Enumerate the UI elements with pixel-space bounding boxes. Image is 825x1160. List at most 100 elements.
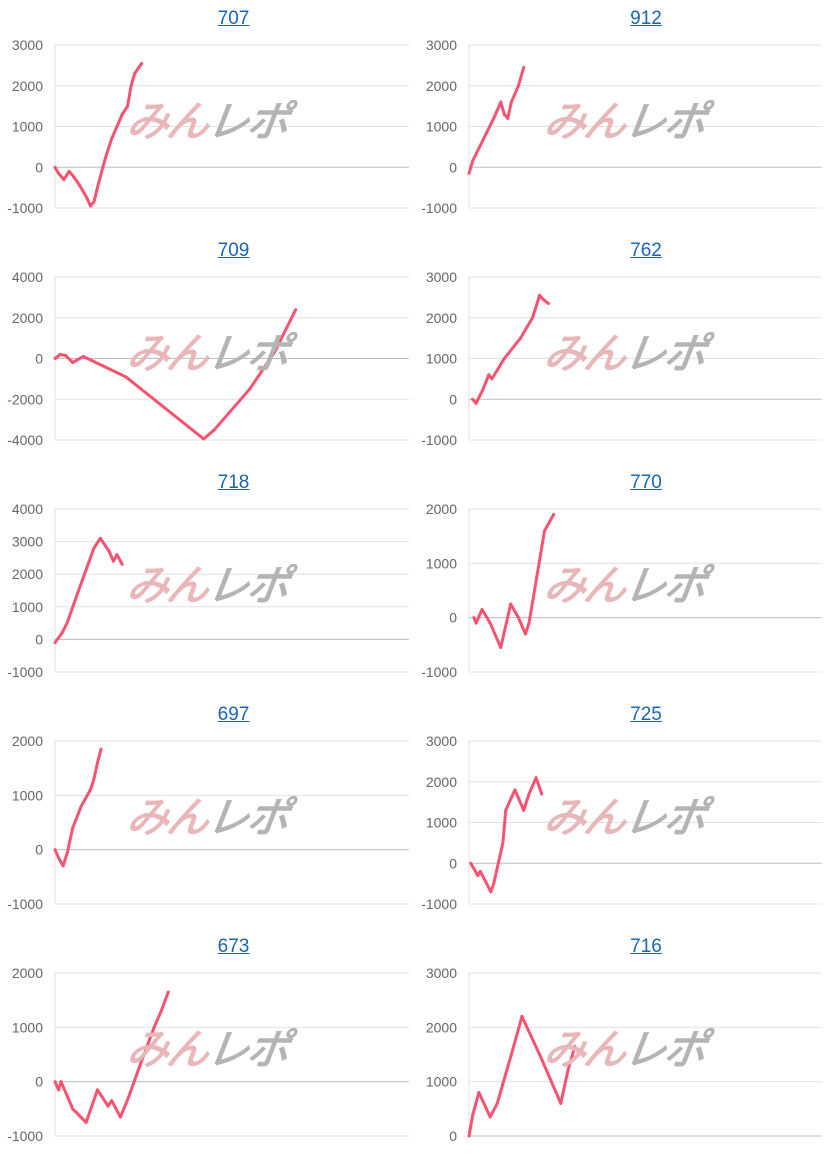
data-point [58, 352, 62, 356]
watermark-logo: みんレポ [541, 320, 710, 381]
watermark-part1: みん [124, 330, 211, 377]
chart-title-link[interactable]: 697 [217, 704, 250, 725]
data-point [522, 808, 526, 812]
data-point [566, 1069, 570, 1073]
data-point [71, 826, 75, 830]
watermark-part1: みん [124, 562, 211, 609]
data-point [59, 1080, 63, 1084]
data-point [79, 804, 83, 808]
watermark-part1: みん [541, 330, 628, 377]
watermark-part2: レポ [204, 794, 291, 841]
chart-svg: 3000 2000 1000 0 -1000 [7, 37, 409, 216]
data-point [516, 616, 520, 620]
data-point [509, 602, 513, 606]
data-point [92, 777, 96, 781]
data-point [152, 1025, 156, 1029]
data-point [543, 529, 547, 533]
data-point [101, 165, 105, 169]
data-point [476, 873, 480, 877]
data-point [478, 145, 482, 149]
data-point [65, 850, 69, 854]
data-point [92, 200, 96, 204]
chart-title-link[interactable]: 912 [630, 8, 662, 29]
y-tick-label: 0 [35, 351, 43, 367]
y-tick-label: 0 [35, 631, 43, 647]
chart-title-link[interactable]: 709 [217, 240, 250, 261]
data-point [516, 84, 520, 88]
data-point [62, 177, 66, 181]
data-point [472, 616, 476, 620]
data-point [120, 112, 124, 116]
y-tick-label: 0 [35, 842, 43, 858]
data-point [492, 116, 496, 120]
chart-title-link[interactable]: 716 [630, 936, 662, 957]
data-point [469, 861, 473, 865]
chart-svg: 3000 2000 1000 0 -1000 [421, 269, 822, 448]
data-point [522, 65, 526, 69]
data-point [60, 631, 64, 635]
data-point [110, 1099, 114, 1103]
data-point [81, 354, 85, 358]
chart-title-link[interactable]: 718 [217, 472, 250, 493]
data-point [506, 116, 510, 120]
data-point [111, 559, 115, 563]
y-tick-label: 1000 [12, 119, 43, 135]
data-point [140, 61, 144, 65]
y-tick-label: -1000 [421, 896, 457, 912]
chart-title-link[interactable]: 707 [217, 8, 250, 29]
chart-title-link[interactable]: 770 [630, 472, 662, 493]
chart-725: 3000 2000 1000 0 -1000 みんレポ 725 [412, 696, 825, 928]
chart-svg: 3000 2000 1000 0 [426, 965, 822, 1144]
data-point [98, 536, 102, 540]
watermark-part2: レポ [204, 330, 291, 377]
chart-697: 2000 1000 0 -1000 みんレポ 697 [0, 696, 412, 928]
y-tick-label: 2000 [426, 78, 457, 94]
chart-svg: 2000 1000 0 -1000 [7, 733, 409, 912]
data-point [248, 387, 252, 391]
y-tick-label: -2000 [7, 391, 43, 407]
chart-716: 3000 2000 1000 0 みんレポ 716 [412, 928, 825, 1160]
y-tick-label: -1000 [7, 200, 43, 216]
y-tick-label: 1000 [12, 1019, 43, 1035]
y-tick-label: 1000 [12, 787, 43, 803]
y-tick-label: 2000 [12, 733, 43, 749]
data-point [467, 171, 471, 175]
y-tick-label: -1000 [7, 664, 43, 680]
data-point [488, 621, 492, 625]
y-tick-label: 3000 [426, 733, 457, 749]
y-tick-label: 4000 [12, 501, 43, 517]
data-point [467, 1134, 471, 1138]
data-point [538, 293, 542, 297]
data-point [115, 553, 119, 557]
data-point [552, 512, 556, 516]
y-tick-label: 1000 [12, 599, 43, 615]
data-point [504, 808, 508, 812]
chart-title-link[interactable]: 673 [217, 936, 250, 957]
data-point [294, 308, 298, 312]
watermark-part1: みん [124, 794, 211, 841]
data-point [53, 357, 57, 360]
data-point [502, 112, 506, 116]
data-point [78, 184, 82, 188]
data-point [272, 350, 276, 354]
chart-762: 3000 2000 1000 0 -1000 みんレポ 762 [412, 232, 825, 464]
watermark-part1: みん [541, 1026, 628, 1073]
data-point [74, 595, 78, 599]
y-tick-label: 2000 [426, 774, 457, 790]
data-point [118, 1115, 122, 1119]
y-tick-label: 4000 [12, 269, 43, 285]
chart-title-link[interactable]: 762 [630, 240, 662, 261]
chart-svg: 3000 2000 1000 0 -1000 [421, 733, 822, 912]
data-point [502, 357, 506, 360]
data-point [126, 104, 130, 108]
data-point [107, 549, 111, 553]
y-tick-label: 2000 [12, 965, 43, 981]
data-point [499, 100, 503, 104]
data-point [53, 641, 57, 645]
data-point [71, 361, 75, 365]
data-point [53, 165, 57, 169]
chart-title-link[interactable]: 725 [630, 704, 662, 725]
watermark-part1: みん [124, 1026, 211, 1073]
data-point [546, 301, 550, 305]
